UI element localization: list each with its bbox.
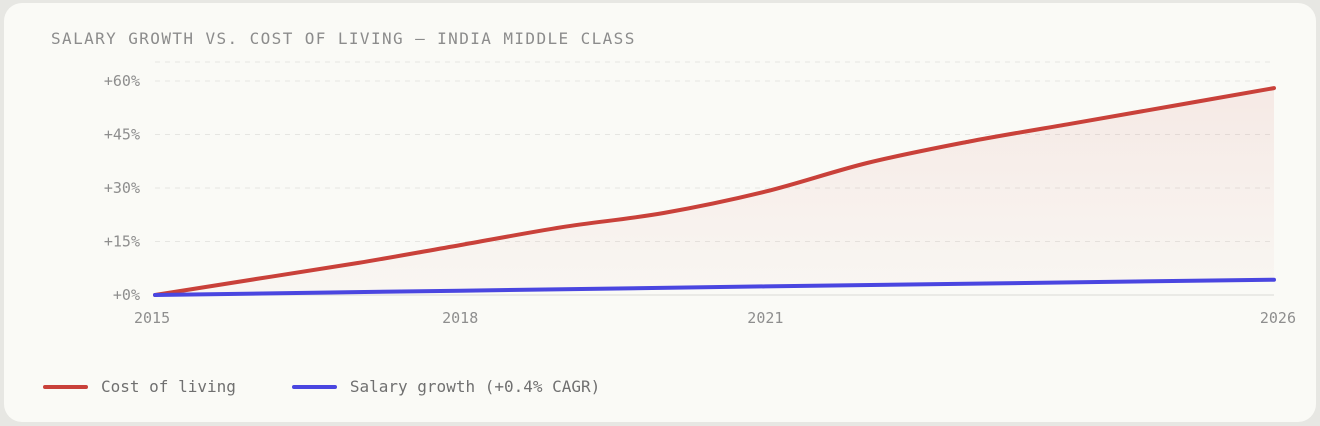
chart-title: SALARY GROWTH VS. COST OF LIVING — INDIA… [51, 29, 636, 48]
series-line-cost-of-living [153, 86, 1276, 297]
chart-card: SALARY GROWTH VS. COST OF LIVING — INDIA… [4, 3, 1316, 422]
y-tick-label: +0% [113, 286, 140, 304]
legend-item-cost-of-living: Cost of living [43, 377, 236, 396]
y-tick-label: +15% [104, 233, 140, 251]
series-line-salary-growth [153, 277, 1276, 297]
legend-label-salary-growth: Salary growth (+0.4% CAGR) [349, 377, 601, 396]
y-tick-label: +30% [104, 179, 140, 197]
gap-area [155, 88, 1274, 295]
x-tick-label: 2018 [442, 309, 478, 327]
legend-swatch-cost-of-living [43, 384, 88, 389]
y-tick-label: +60% [104, 72, 140, 90]
y-tick-label: +45% [104, 126, 140, 144]
x-tick-label: 2026 [1260, 309, 1296, 327]
x-tick-label: 2021 [747, 309, 783, 327]
legend-item-salary-growth: Salary growth (+0.4% CAGR) [291, 377, 601, 396]
line-chart: +0% +15% +30% +45% +60% 2015 2018 2021 2026 [104, 61, 1296, 327]
legend-swatch-salary-growth [291, 384, 337, 389]
legend: Cost of living Salary growth (+0.4% CAGR… [43, 377, 656, 396]
x-tick-label: 2015 [134, 309, 170, 327]
legend-label-cost-of-living: Cost of living [101, 377, 236, 396]
